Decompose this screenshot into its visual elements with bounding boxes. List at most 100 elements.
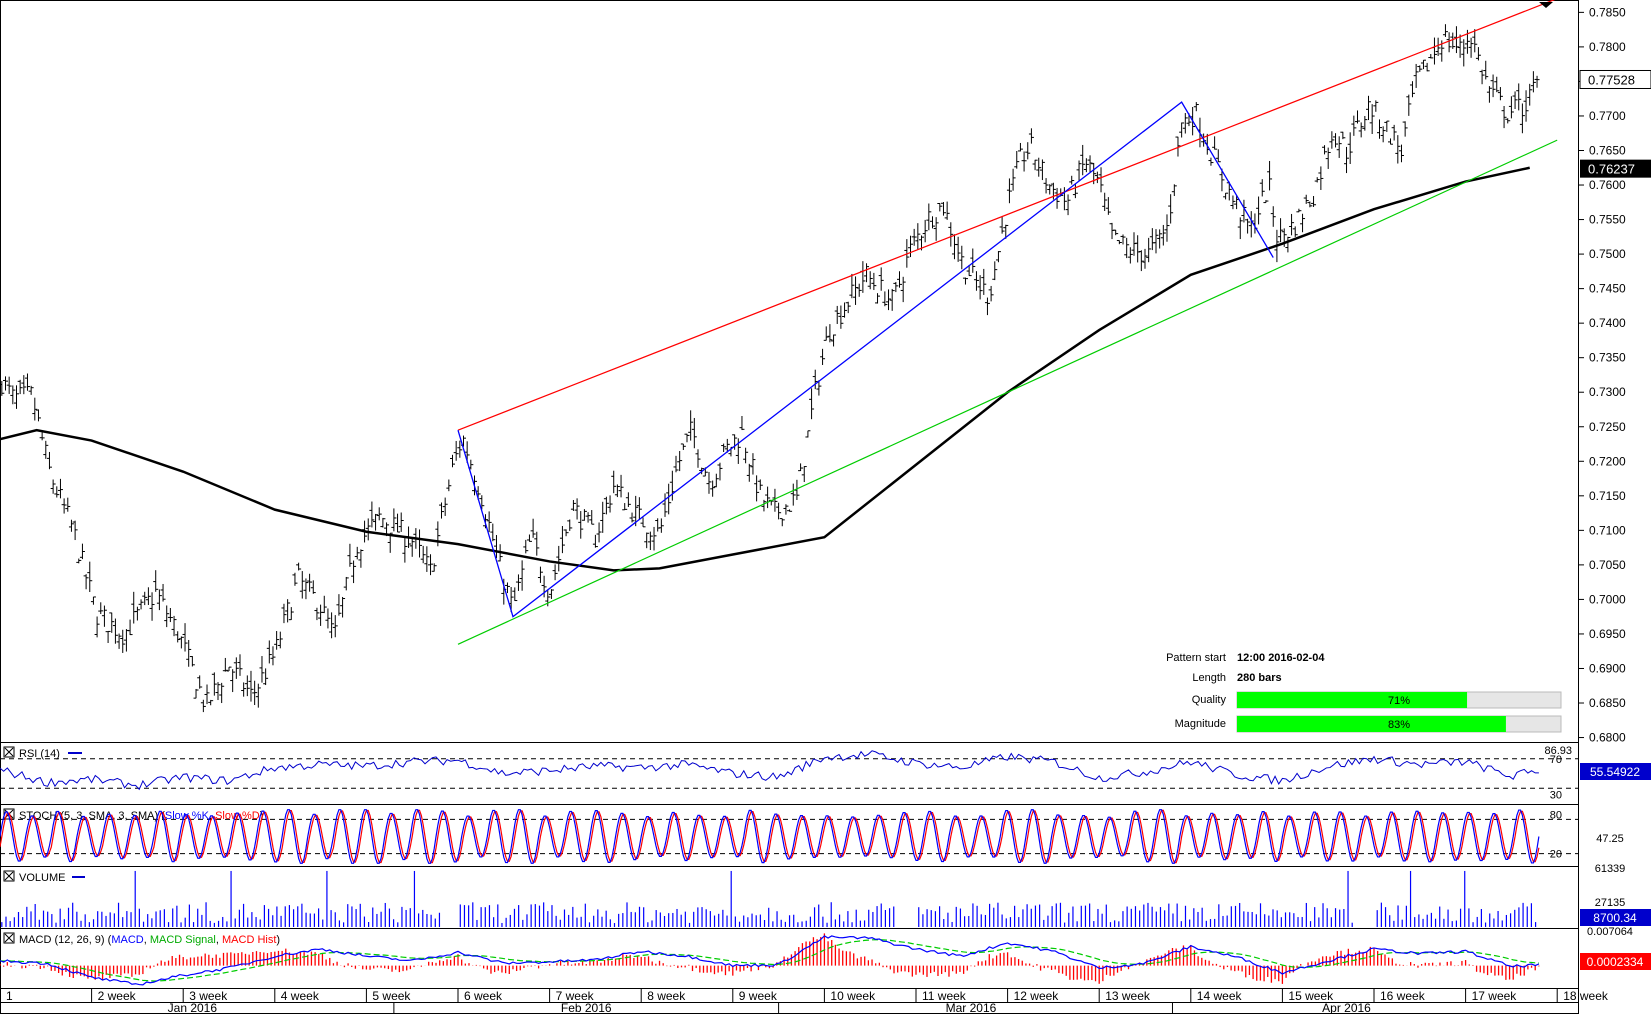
price-bar — [743, 447, 749, 464]
month-label: Jan 2016 — [168, 1001, 218, 1014]
support-line — [457, 139, 1558, 645]
price-bar — [739, 415, 745, 431]
price-bar — [340, 596, 346, 618]
rsi-tick-70: 70 — [1550, 754, 1562, 766]
price-bar — [303, 578, 309, 600]
price-bar — [732, 434, 738, 450]
price-bar — [1043, 178, 1049, 194]
price-bar — [112, 618, 118, 644]
price-bar — [973, 271, 979, 291]
price-bar — [929, 216, 935, 229]
price-bar — [1072, 183, 1078, 199]
rsi-close-icon[interactable] — [3, 746, 15, 758]
price-tick-label: 0.7200 — [1589, 454, 1626, 468]
price-bar — [1450, 32, 1456, 49]
price-bar — [457, 440, 463, 458]
price-bar — [431, 563, 437, 572]
price-bar — [724, 438, 730, 453]
price-bar — [787, 509, 793, 512]
price-bar — [831, 334, 837, 347]
price-bar — [1413, 63, 1419, 88]
price-bar — [1036, 157, 1042, 177]
macd-close-icon[interactable] — [3, 932, 15, 944]
price-bar — [695, 449, 701, 468]
price-bar — [417, 529, 423, 558]
price-bar — [428, 554, 434, 576]
price-bar — [1376, 119, 1382, 139]
price-bar — [666, 483, 672, 515]
price-bar — [1098, 167, 1104, 193]
stoch-d-line — [0, 809, 1540, 864]
price-bar — [1329, 131, 1335, 149]
price-bar — [581, 509, 587, 521]
price-bar — [1369, 104, 1375, 135]
price-bar — [1483, 60, 1489, 80]
price-bar — [28, 385, 34, 395]
price-bar — [1149, 228, 1155, 251]
price-bar — [193, 688, 199, 699]
price-bar — [574, 498, 580, 520]
macd-signal-line — [0, 939, 1539, 982]
price-bar — [153, 570, 159, 592]
price-bar — [171, 615, 177, 637]
volume-close-icon[interactable] — [3, 870, 15, 882]
price-bar — [46, 451, 52, 470]
macd-tick-top: 0.007064 — [1587, 926, 1633, 938]
price-bar — [277, 631, 283, 649]
stoch-tick-mid: 47.25 — [1596, 833, 1624, 845]
price-bar — [259, 656, 265, 683]
volume-value-box — [1580, 909, 1651, 926]
price-bar — [299, 571, 305, 599]
price-bar — [552, 564, 558, 581]
price-bar — [182, 623, 188, 652]
price-bar — [1380, 126, 1386, 143]
price-bar — [87, 561, 93, 593]
price-bar — [1179, 122, 1185, 138]
price-bar — [900, 276, 906, 303]
price-bar — [1120, 234, 1126, 245]
price-bar — [871, 272, 877, 291]
price-bar — [424, 546, 430, 572]
scroll-marker-icon[interactable] — [1539, 2, 1553, 8]
week-label: 7 week — [556, 989, 595, 1003]
price-bar — [241, 682, 247, 697]
week-label: 9 week — [739, 989, 778, 1003]
price-bar — [90, 596, 96, 605]
price-bar — [750, 453, 756, 475]
week-label: 10 week — [830, 989, 876, 1003]
price-bar — [779, 518, 785, 527]
price-bar — [76, 558, 82, 564]
price-bar — [820, 348, 826, 365]
month-label: Feb 2016 — [561, 1001, 612, 1014]
price-bar — [138, 599, 144, 610]
price-bar — [54, 486, 60, 498]
price-bar — [1351, 115, 1357, 136]
rsi-title: RSI (14) — [19, 748, 60, 760]
price-bar — [523, 539, 529, 554]
pattern-length-value: 280 bars — [1237, 672, 1282, 684]
price-bar — [1344, 146, 1350, 174]
price-bar — [142, 591, 148, 606]
price-bar — [1516, 83, 1522, 111]
price-bar — [178, 636, 184, 649]
price-bar — [1333, 133, 1339, 148]
price-bar — [175, 631, 181, 643]
stoch-k-line — [0, 809, 1540, 864]
price-tick-label: 0.7800 — [1589, 40, 1626, 54]
week-label: 4 week — [281, 989, 320, 1003]
price-bar — [1219, 168, 1225, 192]
price-bar — [0, 380, 5, 396]
price-bar — [332, 615, 338, 638]
price-bar — [1468, 37, 1474, 58]
price-bar — [559, 525, 565, 554]
price-bar — [358, 549, 364, 568]
price-bar — [875, 293, 881, 304]
week-label: 12 week — [1014, 989, 1060, 1003]
macd-title-group: MACD (12, 26, 9) (MACD, MACD Signal, MAC… — [19, 934, 280, 946]
price-bar — [1530, 71, 1536, 93]
price-bar — [1486, 86, 1492, 103]
price-bar — [365, 518, 371, 541]
price-bar — [116, 633, 122, 649]
price-bar — [926, 203, 932, 231]
